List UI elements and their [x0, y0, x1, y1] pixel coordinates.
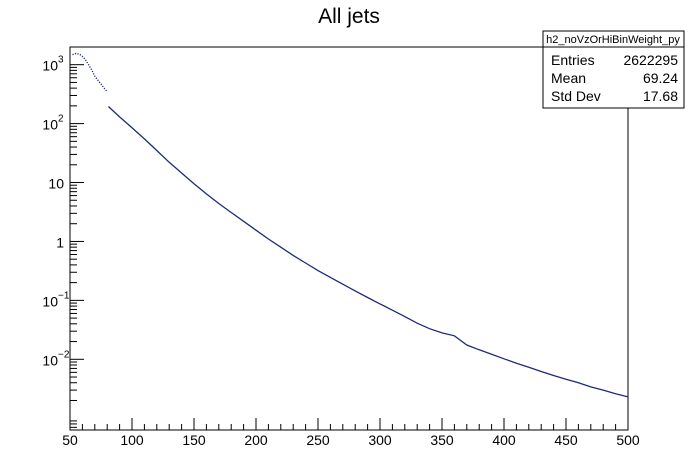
x-axis: 50 100 150 200 250 300 350 400 450 500 — [62, 418, 640, 448]
stats-stddev-value: 17.68 — [643, 88, 678, 104]
y-tick-label: 10 — [42, 352, 58, 368]
series-line-1 — [107, 106, 629, 398]
x-tick-label: 100 — [120, 432, 144, 448]
stats-mean-label: Mean — [551, 70, 586, 86]
stats-box-frame — [542, 30, 685, 109]
x-tick-label: 50 — [62, 432, 78, 448]
y-tick-label: 10 — [48, 176, 64, 192]
y-tick-label: 1 — [56, 234, 64, 250]
plot-frame — [69, 46, 629, 431]
y-tick-label: 10 — [42, 58, 58, 74]
x-tick-label: 300 — [368, 432, 392, 448]
histogram-series — [72, 52, 629, 398]
x-tick-label: 200 — [244, 432, 268, 448]
x-tick-label: 450 — [554, 432, 578, 448]
stats-entries-label: Entries — [551, 52, 595, 68]
stats-entries-value: 2622295 — [623, 52, 678, 68]
stats-box-title: h2_noVzOrHiBinWeight_py — [546, 34, 680, 46]
x-tick-label: 250 — [306, 432, 330, 448]
series-line-0 — [72, 52, 108, 92]
chart-title: All jets — [318, 5, 380, 28]
y-tick-label: 10 — [42, 117, 58, 133]
y-tick-exponent: 2 — [58, 114, 64, 125]
stats-mean-value: 69.24 — [643, 70, 678, 86]
x-tick-label: 500 — [616, 432, 640, 448]
x-tick-label: 350 — [430, 432, 454, 448]
x-tick-label: 150 — [182, 432, 206, 448]
stats-stddev-label: Std Dev — [551, 88, 601, 104]
y-tick-exponent: 3 — [58, 55, 64, 66]
y-tick-exponent: −1 — [58, 290, 70, 301]
y-tick-exponent: −2 — [58, 349, 70, 360]
stats-box[interactable]: h2_noVzOrHiBinWeight_py Entries 2622295 … — [542, 30, 685, 109]
y-tick-label: 10 — [42, 293, 58, 309]
x-tick-label: 400 — [492, 432, 516, 448]
